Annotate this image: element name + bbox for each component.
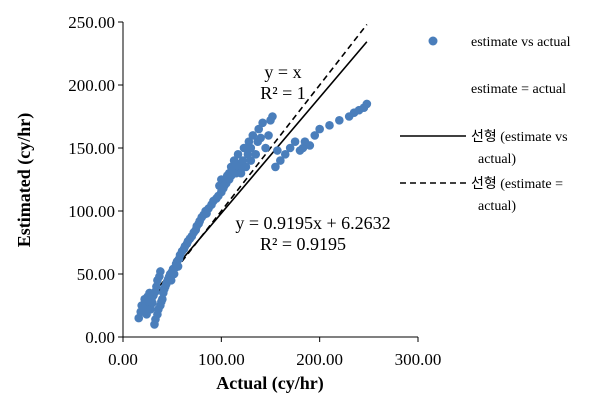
y-tick-label: 50.00 <box>77 265 115 284</box>
data-point <box>285 143 295 153</box>
data-point <box>276 156 285 165</box>
data-points <box>134 99 372 329</box>
legend-label-linear-fit-line1: 선형 (estimate vs <box>471 129 568 145</box>
data-point <box>251 150 261 159</box>
x-tick-label: 200.00 <box>296 350 343 369</box>
data-point <box>173 262 183 271</box>
plot-area: 0.00 50.00 100.00 150.00 200.00 250.00 0.00 10… <box>68 13 441 369</box>
legend-label-estimate-vs-actual: estimate vs actual <box>471 35 571 50</box>
y-tick-label: 200.00 <box>68 76 115 95</box>
annotation-identity-r2: R² = 1 <box>260 83 306 103</box>
legend: estimate vs actual estimate = actual 선형 … <box>400 35 571 214</box>
data-point <box>362 99 372 109</box>
data-point <box>305 141 315 150</box>
data-point <box>246 143 256 153</box>
data-point <box>156 267 165 276</box>
data-point <box>280 150 290 159</box>
data-point <box>335 115 344 125</box>
y-tick-label: 250.00 <box>68 13 115 32</box>
data-point <box>310 131 320 140</box>
y-tick-label: 150.00 <box>68 139 115 158</box>
data-point <box>290 137 300 146</box>
data-point <box>271 162 280 172</box>
data-point <box>258 118 267 128</box>
legend-label-estimate-equals-actual: estimate = actual <box>471 82 566 97</box>
data-point <box>239 143 249 153</box>
legend-label-identity-line2: actual) <box>478 199 516 214</box>
annotation-identity-equation: y = x <box>264 62 301 82</box>
x-axis-title: Actual (cy/hr) <box>216 373 323 394</box>
data-point <box>241 162 251 172</box>
legend-label-identity-line1: 선형 (estimate = <box>471 176 563 192</box>
data-point <box>273 146 282 155</box>
x-tick-label: 300.00 <box>395 350 442 369</box>
data-point <box>233 150 243 159</box>
y-axis-title: Estimated (cy/hr) <box>14 113 35 247</box>
data-point <box>152 282 161 291</box>
data-point <box>236 168 246 178</box>
data-point <box>158 294 167 304</box>
y-axis-ticks: 0.00 50.00 100.00 150.00 200.00 250.00 <box>68 13 123 347</box>
x-tick-label: 100.00 <box>198 350 245 369</box>
annotation-fit-r2: R² = 0.9195 <box>260 234 346 254</box>
data-point <box>315 124 324 134</box>
data-point <box>261 143 270 153</box>
legend-dot-marker <box>428 36 438 46</box>
data-point <box>169 269 179 279</box>
data-point <box>264 131 273 140</box>
data-point <box>248 131 258 140</box>
data-point <box>268 112 277 121</box>
y-tick-label: 100.00 <box>68 202 115 221</box>
legend-label-linear-fit-line2: actual) <box>478 152 516 167</box>
data-point <box>254 124 263 134</box>
data-point <box>246 156 256 165</box>
annotation-fit-equation: y = 0.9195x + 6.2632 <box>235 213 390 233</box>
y-tick-label: 0.00 <box>85 328 115 347</box>
data-point <box>256 133 265 143</box>
x-tick-label: 0.00 <box>108 350 138 369</box>
data-point <box>148 298 157 308</box>
data-point <box>325 121 334 130</box>
x-axis-ticks: 0.00 100.00 200.00 300.00 <box>108 337 441 369</box>
